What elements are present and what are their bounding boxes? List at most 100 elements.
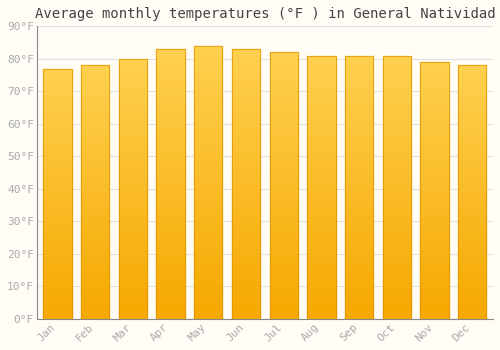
Bar — [81, 106, 110, 111]
Bar — [308, 82, 336, 87]
Bar — [382, 198, 411, 203]
Bar — [420, 88, 448, 93]
Bar — [194, 182, 222, 188]
Bar — [232, 227, 260, 232]
Bar — [118, 69, 147, 75]
Bar — [382, 245, 411, 250]
Bar — [81, 65, 110, 70]
Bar — [194, 292, 222, 297]
Bar — [118, 126, 147, 132]
Bar — [270, 260, 298, 266]
Bar — [118, 225, 147, 230]
Bar — [270, 239, 298, 244]
Bar — [194, 100, 222, 106]
Bar — [118, 90, 147, 95]
Bar — [156, 211, 184, 216]
Bar — [118, 241, 147, 246]
Bar — [194, 117, 222, 122]
Bar — [270, 314, 298, 319]
Bar — [270, 244, 298, 250]
Bar — [382, 145, 411, 150]
Bar — [232, 135, 260, 141]
Bar — [118, 111, 147, 116]
Bar — [270, 63, 298, 68]
Bar — [345, 172, 374, 177]
Bar — [308, 293, 336, 298]
Bar — [44, 99, 72, 104]
Bar — [345, 277, 374, 282]
Bar — [194, 139, 222, 144]
Bar — [382, 66, 411, 71]
Bar — [118, 298, 147, 303]
Bar — [81, 268, 110, 273]
Bar — [345, 261, 374, 266]
Bar — [232, 178, 260, 184]
Bar — [382, 256, 411, 261]
Bar — [420, 226, 448, 232]
Bar — [194, 46, 222, 319]
Bar — [308, 287, 336, 293]
Bar — [420, 62, 448, 67]
Bar — [118, 95, 147, 100]
Bar — [382, 150, 411, 156]
Bar — [81, 314, 110, 319]
Bar — [118, 220, 147, 225]
Bar — [81, 126, 110, 131]
Bar — [81, 309, 110, 314]
Bar — [118, 153, 147, 158]
Bar — [81, 167, 110, 172]
Bar — [232, 87, 260, 92]
Bar — [420, 144, 448, 149]
Bar — [308, 193, 336, 198]
Bar — [270, 164, 298, 170]
Bar — [420, 160, 448, 165]
Bar — [44, 234, 72, 239]
Bar — [458, 182, 486, 187]
Bar — [44, 69, 72, 319]
Bar — [232, 82, 260, 87]
Bar — [194, 314, 222, 319]
Bar — [345, 250, 374, 256]
Bar — [194, 68, 222, 73]
Bar — [44, 299, 72, 304]
Bar — [382, 103, 411, 108]
Bar — [118, 199, 147, 204]
Bar — [44, 74, 72, 78]
Bar — [345, 272, 374, 277]
Bar — [270, 175, 298, 180]
Bar — [81, 299, 110, 304]
Bar — [232, 216, 260, 222]
Bar — [194, 46, 222, 51]
Bar — [270, 233, 298, 239]
Bar — [156, 308, 184, 314]
Bar — [420, 257, 448, 262]
Bar — [118, 277, 147, 282]
Bar — [382, 98, 411, 103]
Bar — [118, 158, 147, 163]
Bar — [81, 202, 110, 207]
Bar — [270, 196, 298, 202]
Bar — [308, 240, 336, 245]
Bar — [382, 56, 411, 61]
Bar — [44, 184, 72, 189]
Bar — [420, 170, 448, 175]
Bar — [232, 125, 260, 130]
Bar — [232, 265, 260, 270]
Bar — [308, 266, 336, 272]
Bar — [156, 173, 184, 178]
Bar — [194, 133, 222, 139]
Bar — [44, 239, 72, 244]
Bar — [156, 287, 184, 292]
Bar — [458, 65, 486, 70]
Bar — [308, 314, 336, 319]
Bar — [345, 198, 374, 203]
Bar — [118, 314, 147, 319]
Bar — [420, 139, 448, 144]
Bar — [458, 243, 486, 248]
Bar — [270, 281, 298, 287]
Bar — [232, 98, 260, 103]
Bar — [420, 77, 448, 83]
Bar — [194, 90, 222, 95]
Bar — [44, 204, 72, 209]
Bar — [270, 191, 298, 196]
